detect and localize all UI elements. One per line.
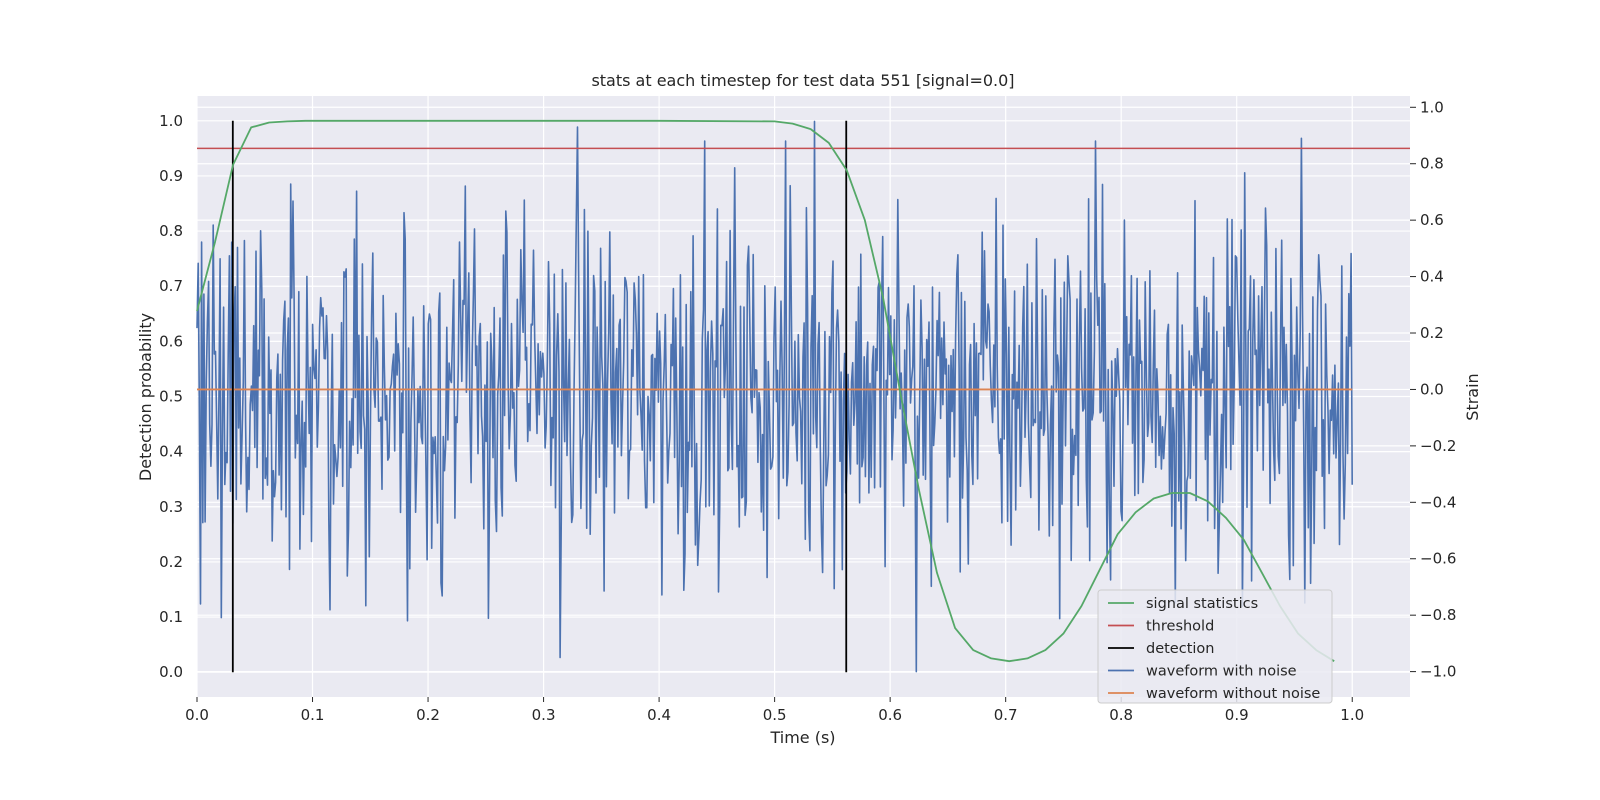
left-y-tick-label: 0.0 (159, 663, 183, 681)
left-y-tick-label: 0.7 (159, 277, 183, 295)
left-y-tick-label: 0.3 (159, 498, 183, 516)
legend: signal statistics threshold detection wavef… (1097, 589, 1333, 704)
left-axis-ticks: 0.0 0.1 0.2 0.3 0.4 0.5 0.6 0.7 0.8 0.9 1.0 (159, 112, 183, 681)
legend-label: waveform without noise (1146, 686, 1320, 702)
right-y-tick-label: 0.4 (1420, 268, 1444, 286)
right-y-tick-label: 0.6 (1420, 211, 1444, 229)
legend-label: threshold (1146, 619, 1214, 635)
chart-title: stats at each timestep for test data 551… (591, 71, 1014, 90)
series-signal-statistics (196, 119, 1335, 663)
x-axis-label: Time (s) (769, 728, 835, 747)
legend-label: waveform with noise (1146, 664, 1297, 680)
series-waveform-with-noise (196, 120, 1353, 673)
right-y-axis-label: Strain (1463, 373, 1482, 420)
left-y-tick-label: 0.9 (159, 167, 183, 185)
left-y-tick-label: 1.0 (159, 112, 183, 130)
x-tick-label: 0.0 (185, 706, 209, 724)
right-y-tick-label: 0.8 (1420, 155, 1444, 173)
legend-label: signal statistics (1146, 596, 1258, 612)
x-tick-label: 0.3 (532, 706, 556, 724)
x-tick-label: 0.7 (994, 706, 1018, 724)
right-y-tick-label: 0.0 (1420, 380, 1444, 398)
x-tick-label: 0.6 (878, 706, 902, 724)
x-tick-label: 0.9 (1225, 706, 1249, 724)
left-y-tick-label: 0.8 (159, 222, 183, 240)
left-y-tick-label: 0.2 (159, 553, 183, 571)
x-tick-label: 0.5 (763, 706, 787, 724)
series-layer (196, 119, 1410, 673)
left-y-tick-label: 0.1 (159, 608, 183, 626)
right-y-tick-label: −1.0 (1420, 663, 1456, 681)
right-y-tick-label: −0.8 (1420, 606, 1456, 624)
right-axis-ticks: −1.0 −0.8 −0.6 −0.4 −0.2 0.0 0.2 0.4 0.6 0.8 1.0 (1410, 98, 1456, 681)
x-tick-label: 0.8 (1109, 706, 1133, 724)
left-y-axis-label: Detection probability (136, 313, 155, 481)
x-tick-label: 0.4 (647, 706, 671, 724)
right-y-tick-label: −0.6 (1420, 550, 1456, 568)
left-y-tick-label: 0.4 (159, 443, 183, 461)
x-tick-label: 0.2 (416, 706, 440, 724)
right-y-tick-label: 0.2 (1420, 324, 1444, 342)
x-tick-label: 0.1 (301, 706, 325, 724)
x-tick-label: 1.0 (1340, 706, 1364, 724)
legend-label: detection (1146, 641, 1214, 657)
left-y-tick-label: 0.6 (159, 332, 183, 350)
left-y-tick-label: 0.5 (159, 388, 183, 406)
right-y-tick-label: −0.4 (1420, 493, 1456, 511)
x-axis-ticks: 0.0 0.1 0.2 0.3 0.4 0.5 0.6 0.7 0.8 0.9 1.0 (185, 697, 1364, 724)
right-y-tick-label: 1.0 (1420, 98, 1444, 116)
right-y-tick-label: −0.2 (1420, 437, 1456, 455)
legend-box (1097, 589, 1333, 704)
